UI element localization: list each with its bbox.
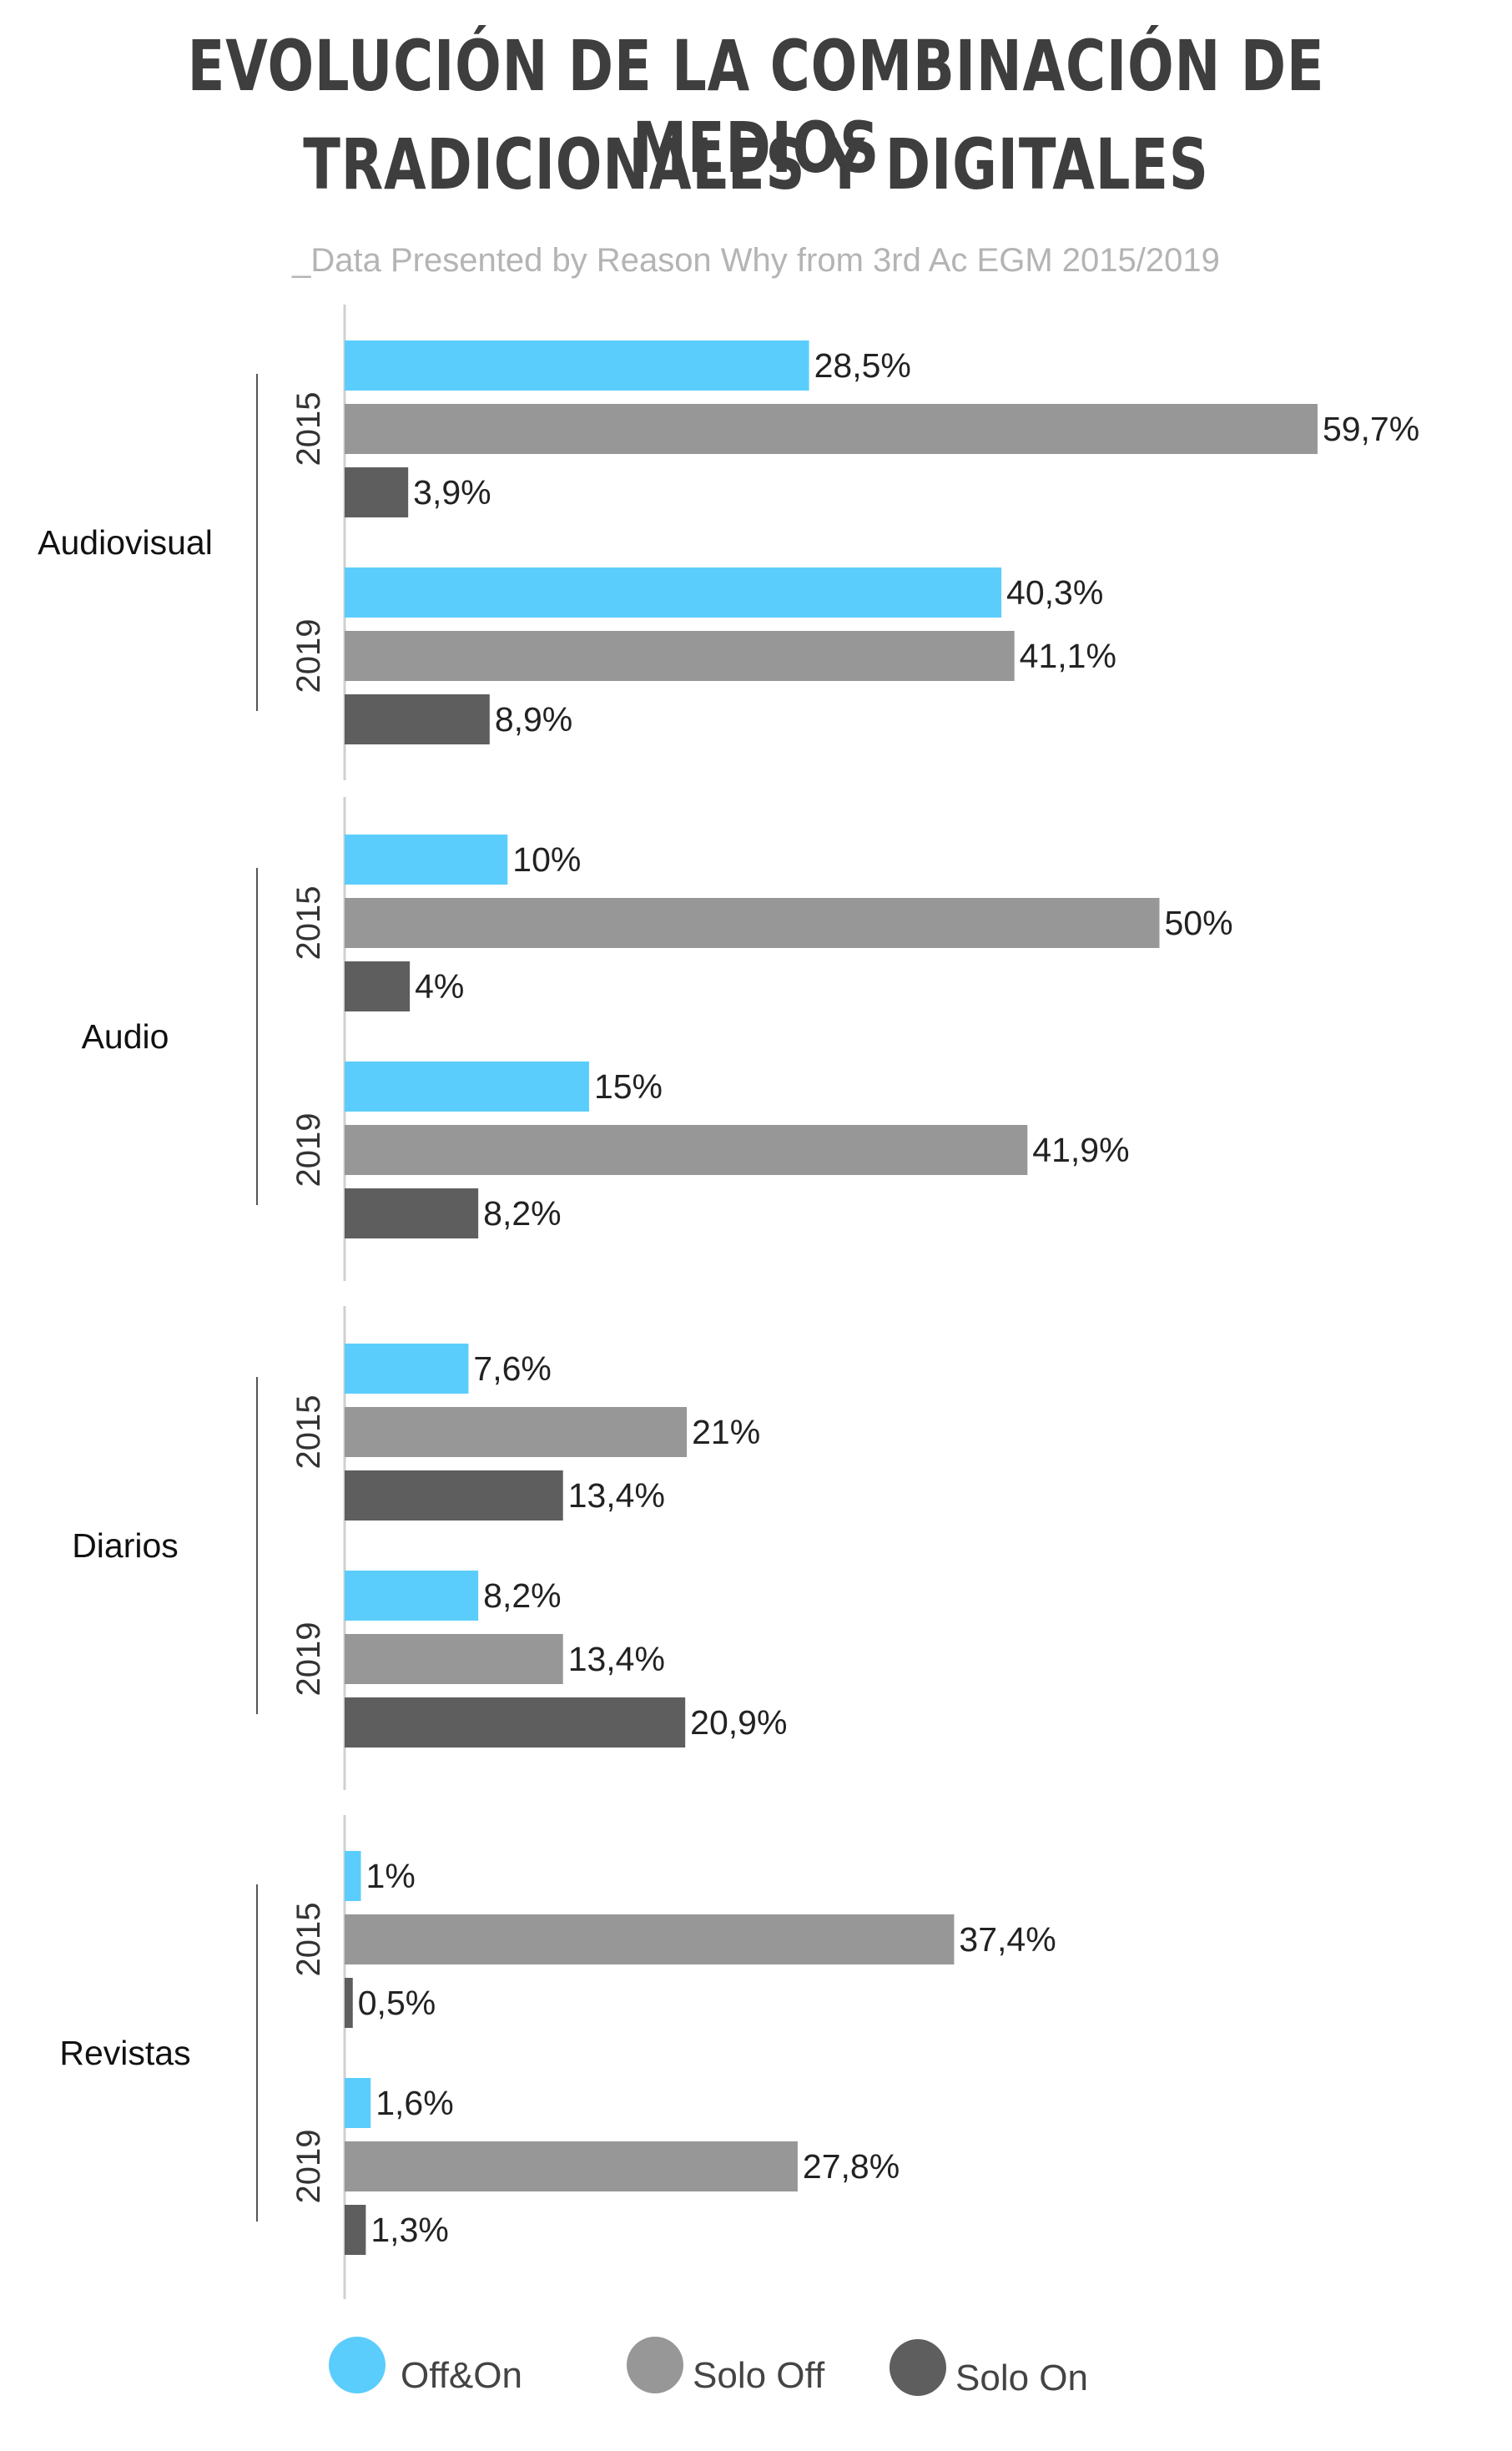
category-label-audiovisual: Audiovisual: [38, 523, 213, 562]
year-label-2015: 2015: [290, 886, 327, 961]
legend-swatch-solo-off: [627, 2337, 683, 2393]
data-label: 20,9%: [690, 1703, 787, 1742]
chart-title-line-1: EVOLUCIÓN DE LA COMBINACIÓN DE MEDIOS: [187, 25, 1325, 189]
bar-diarios-2015-solo-on: [345, 1470, 563, 1521]
bar-audio-2019-solo-on: [345, 1188, 479, 1238]
bar-revistas-2019-solo-off: [345, 2141, 798, 2191]
data-label: 21%: [692, 1413, 760, 1451]
bar-diarios-2015-solo-off: [345, 1407, 688, 1457]
legend-label: Solo On: [955, 2358, 1088, 2398]
data-label: 59,7%: [1323, 410, 1419, 448]
bar-diarios-2019-solo-on: [345, 1697, 686, 1747]
legend-label: Solo Off: [693, 2355, 825, 2396]
data-label: 41,9%: [1032, 1131, 1129, 1169]
year-label-2019: 2019: [290, 1113, 327, 1188]
bar-audio-2015-off-on: [345, 835, 508, 885]
year-label-2019: 2019: [290, 2130, 327, 2204]
data-label: 40,3%: [1006, 573, 1103, 612]
category-label-diarios: Diarios: [72, 1526, 179, 1565]
bar-revistas-2019-solo-on: [345, 2205, 366, 2255]
bar-audio-2015-solo-off: [345, 898, 1160, 948]
data-label: 13,4%: [568, 1476, 665, 1515]
data-label: 7,6%: [473, 1349, 551, 1388]
category-label-audio: Audio: [82, 1017, 169, 1056]
data-label: 0,5%: [358, 1984, 436, 2022]
data-label: 28,5%: [814, 346, 911, 385]
bar-audiovisual-2019-solo-on: [345, 694, 490, 744]
data-label: 3,9%: [413, 473, 491, 512]
data-label: 27,8%: [803, 2147, 900, 2186]
data-label: 37,4%: [959, 1920, 1056, 1959]
data-label: 13,4%: [568, 1640, 665, 1678]
chart-title-line-2: TRADICIONALES Y DIGITALES: [303, 124, 1209, 205]
bar-audiovisual-2019-solo-off: [345, 631, 1015, 681]
data-label: 4%: [415, 967, 464, 1006]
bar-revistas-2015-solo-off: [345, 1914, 955, 1964]
data-label: 15%: [594, 1067, 663, 1106]
data-label: 41,1%: [1020, 637, 1116, 675]
data-label: 8,2%: [483, 1194, 561, 1233]
data-label: 8,2%: [483, 1576, 561, 1615]
bar-diarios-2015-off-on: [345, 1344, 469, 1394]
bar-diarios-2019-solo-off: [345, 1634, 563, 1684]
data-label: 1,6%: [375, 2084, 453, 2122]
bar-audio-2019-off-on: [345, 1062, 589, 1112]
bar-audio-2019-solo-off: [345, 1125, 1028, 1175]
data-label: 50%: [1165, 904, 1233, 942]
year-label-2015: 2015: [290, 1395, 327, 1470]
data-label: 1,3%: [370, 2211, 448, 2249]
data-label: 10%: [512, 840, 581, 879]
legend-swatch-off-on: [329, 2337, 386, 2393]
bar-audiovisual-2015-solo-off: [345, 404, 1318, 454]
bar-audiovisual-2015-solo-on: [345, 467, 409, 517]
bar-diarios-2019-off-on: [345, 1571, 479, 1621]
bar-audio-2015-solo-on: [345, 961, 411, 1011]
bar-revistas-2015-solo-on: [345, 1978, 353, 2028]
category-label-revistas: Revistas: [59, 2034, 190, 2072]
legend-swatch-solo-on: [890, 2339, 946, 2396]
year-label-2019: 2019: [290, 619, 327, 693]
bar-revistas-2019-off-on: [345, 2078, 371, 2128]
year-label-2015: 2015: [290, 1903, 327, 1977]
year-label-2019: 2019: [290, 1622, 327, 1697]
bar-audiovisual-2019-off-on: [345, 567, 1002, 618]
chart-subtitle: _Data Presented by Reason Why from 3rd A…: [292, 242, 1220, 279]
legend-label: Off&On: [401, 2355, 522, 2396]
bar-audiovisual-2015-off-on: [345, 340, 809, 391]
year-label-2015: 2015: [290, 392, 327, 466]
data-label: 1%: [366, 1857, 416, 1895]
data-label: 8,9%: [495, 700, 572, 739]
bar-revistas-2015-off-on: [345, 1851, 361, 1901]
